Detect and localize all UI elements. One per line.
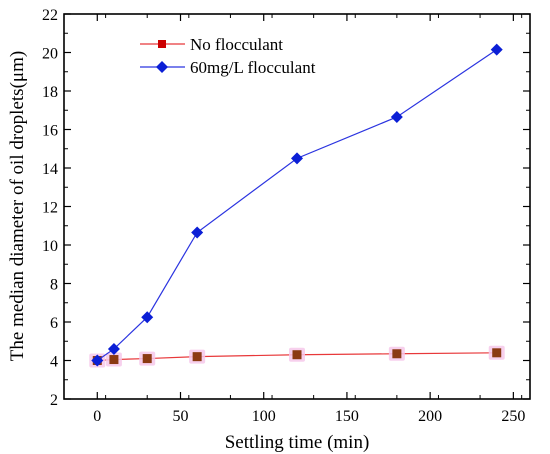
data-point [142, 354, 152, 364]
series-60mg-l-flocculant [91, 43, 503, 367]
legend: No flocculant 60mg/L flocculant [140, 35, 316, 77]
data-point [490, 43, 503, 56]
x-tick-label: 100 [252, 408, 276, 425]
x-tick-label: 200 [418, 408, 442, 425]
y-tick-label: 14 [42, 161, 58, 178]
y-tick-label: 8 [50, 277, 58, 294]
legend-marker-no-flocculant [158, 40, 166, 48]
y-tick-label: 12 [42, 200, 58, 217]
y-tick-label: 2 [50, 392, 58, 409]
data-point [91, 354, 104, 367]
series-layer [89, 43, 505, 368]
legend-marker-60mgl-flocculant [156, 61, 168, 73]
data-point [292, 350, 302, 360]
data-point [291, 152, 303, 165]
data-point [392, 349, 402, 359]
y-tick-label: 20 [42, 46, 58, 63]
y-tick-label: 4 [50, 354, 58, 371]
series-line-60mg-l-flocculant [96, 49, 498, 361]
y-tick-label: 22 [42, 7, 58, 24]
data-point [191, 226, 204, 239]
x-tick-label: 50 [173, 408, 189, 425]
data-point [107, 342, 120, 355]
data-point [492, 348, 502, 358]
x-tick-label: 150 [335, 408, 359, 425]
data-point [109, 355, 119, 365]
y-tick-label: 16 [42, 123, 58, 140]
ticks-layer: 0 50 100 150 200 250 2 4 6 8 10 12 14 16 18 20 22 [42, 7, 530, 425]
x-tick-label: 250 [501, 408, 525, 425]
y-tick-label: 18 [42, 84, 58, 101]
data-point [192, 352, 202, 362]
data-point [141, 311, 154, 324]
x-axis-title: Settling time (min) [225, 432, 370, 453]
y-tick-label: 6 [50, 315, 58, 332]
series-no-flocculant [89, 345, 505, 368]
y-tick-label: 10 [42, 238, 58, 255]
data-point [390, 110, 403, 123]
legend-label-no-flocculant: No flocculant [190, 35, 283, 54]
y-axis-title: The median diameter of oil droplets(μm) [7, 51, 28, 361]
legend-label-60mgl-flocculant: 60mg/L flocculant [190, 58, 316, 77]
x-tick-label: 0 [93, 408, 101, 425]
